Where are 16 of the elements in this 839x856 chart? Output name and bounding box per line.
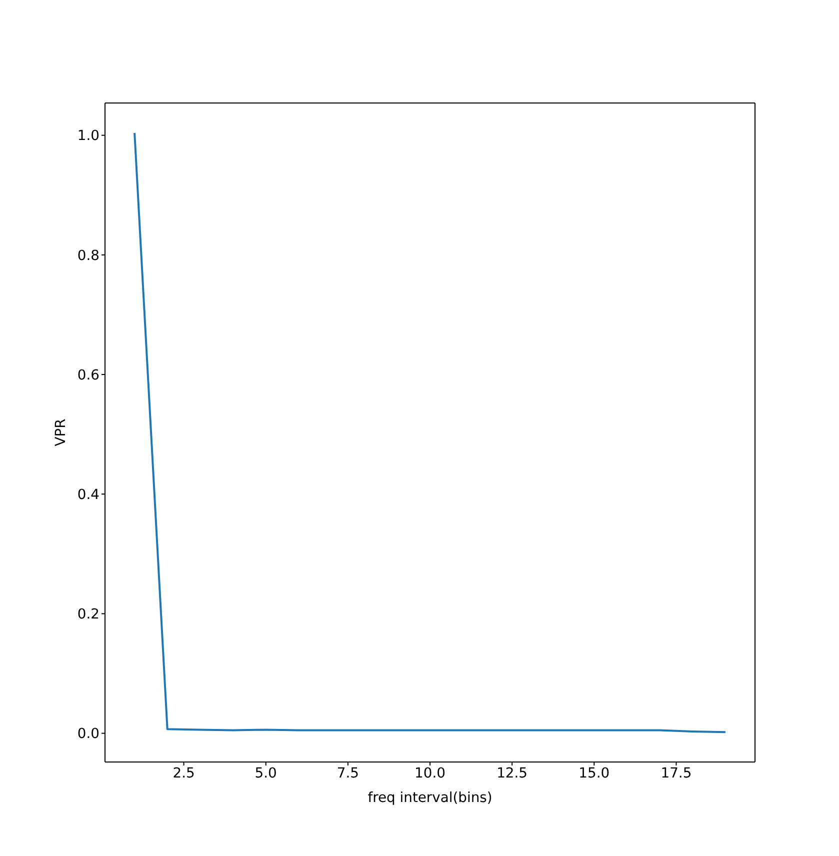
x-tick-label: 2.5 bbox=[172, 765, 195, 782]
x-axis-title: freq interval(bins) bbox=[368, 790, 492, 806]
x-tick-label: 12.5 bbox=[496, 765, 528, 782]
y-tick-label: 0.0 bbox=[77, 726, 100, 742]
x-tick-label: 15.0 bbox=[578, 765, 610, 782]
x-tick-label: 5.0 bbox=[254, 765, 277, 782]
y-tick-label: 0.8 bbox=[77, 248, 100, 264]
x-tick-label: 17.5 bbox=[660, 765, 692, 782]
y-tick-label: 0.6 bbox=[77, 367, 100, 384]
x-tick-label: 10.0 bbox=[414, 765, 446, 782]
y-tick-label: 0.2 bbox=[77, 606, 100, 623]
y-axis-title: VPR bbox=[52, 418, 69, 446]
line-series bbox=[134, 132, 726, 734]
y-tick-label: 1.0 bbox=[77, 128, 100, 144]
y-tick-label: 0.4 bbox=[77, 487, 100, 504]
x-tick-label: 7.5 bbox=[336, 765, 359, 782]
